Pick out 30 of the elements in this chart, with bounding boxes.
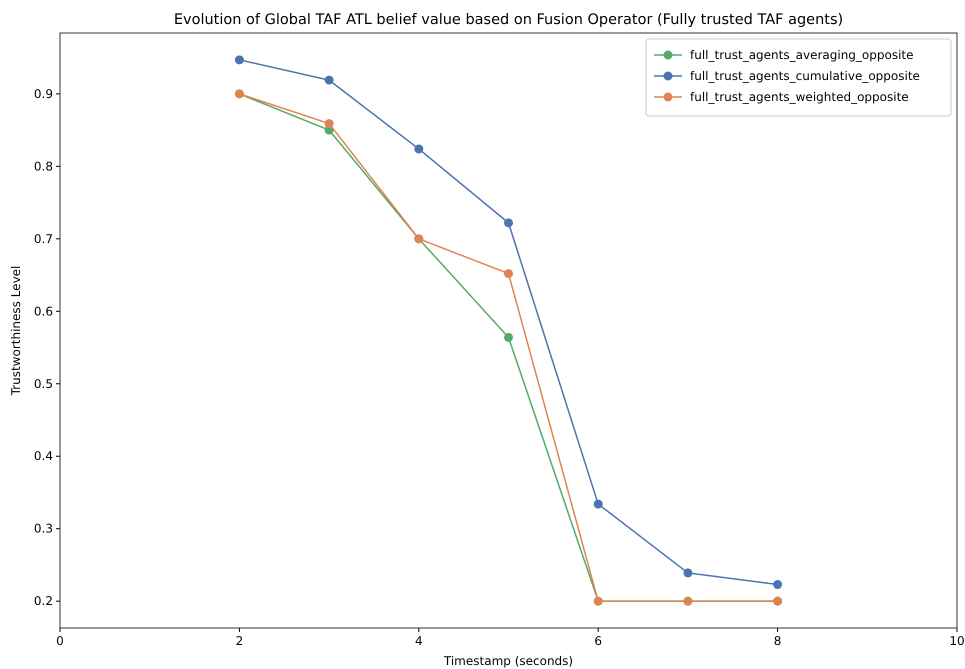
point (594, 500, 603, 509)
x-tick-label: 10 (949, 634, 965, 648)
point (234, 55, 244, 64)
x-tick-label: 2 (236, 634, 244, 648)
point (324, 119, 334, 128)
x-tick-label: 8 (774, 634, 782, 648)
point (683, 568, 692, 578)
y-tick-label: 0.8 (34, 159, 53, 174)
legend-label: full_trust_agents_cumulative_opposite (690, 69, 920, 83)
legend-label: full_trust_agents_weighted_opposite (690, 90, 909, 104)
chart-title: Evolution of Global TAF ATL belief value based on Fusion Operator (Fully trusted TAF agents) (174, 12, 844, 28)
point (504, 218, 513, 228)
x-axis-title: Timestamp (seconds) (442, 654, 574, 668)
point (773, 580, 782, 590)
y-tick-label: 0.6 (34, 304, 53, 318)
y-tick-label: 0.3 (34, 522, 53, 536)
y-tick-label: 0.9 (34, 86, 53, 101)
point (414, 144, 424, 154)
y-tick-label: 0.5 (34, 376, 53, 391)
y-tick-label: 0.4 (34, 449, 53, 464)
x-tick-label: 4 (414, 634, 423, 648)
point (504, 269, 513, 278)
y-tick-label: 0.7 (34, 232, 53, 246)
point (504, 332, 513, 342)
x-tick-label: 6 (594, 634, 602, 648)
y-tick-label: 0.2 (34, 594, 53, 608)
point (324, 76, 334, 85)
y-axis-title: Trustworthiness Level (9, 266, 23, 396)
x-tick-label: 0 (56, 634, 64, 648)
legend-label: full_trust_agents_averaging_opposite (690, 48, 914, 62)
